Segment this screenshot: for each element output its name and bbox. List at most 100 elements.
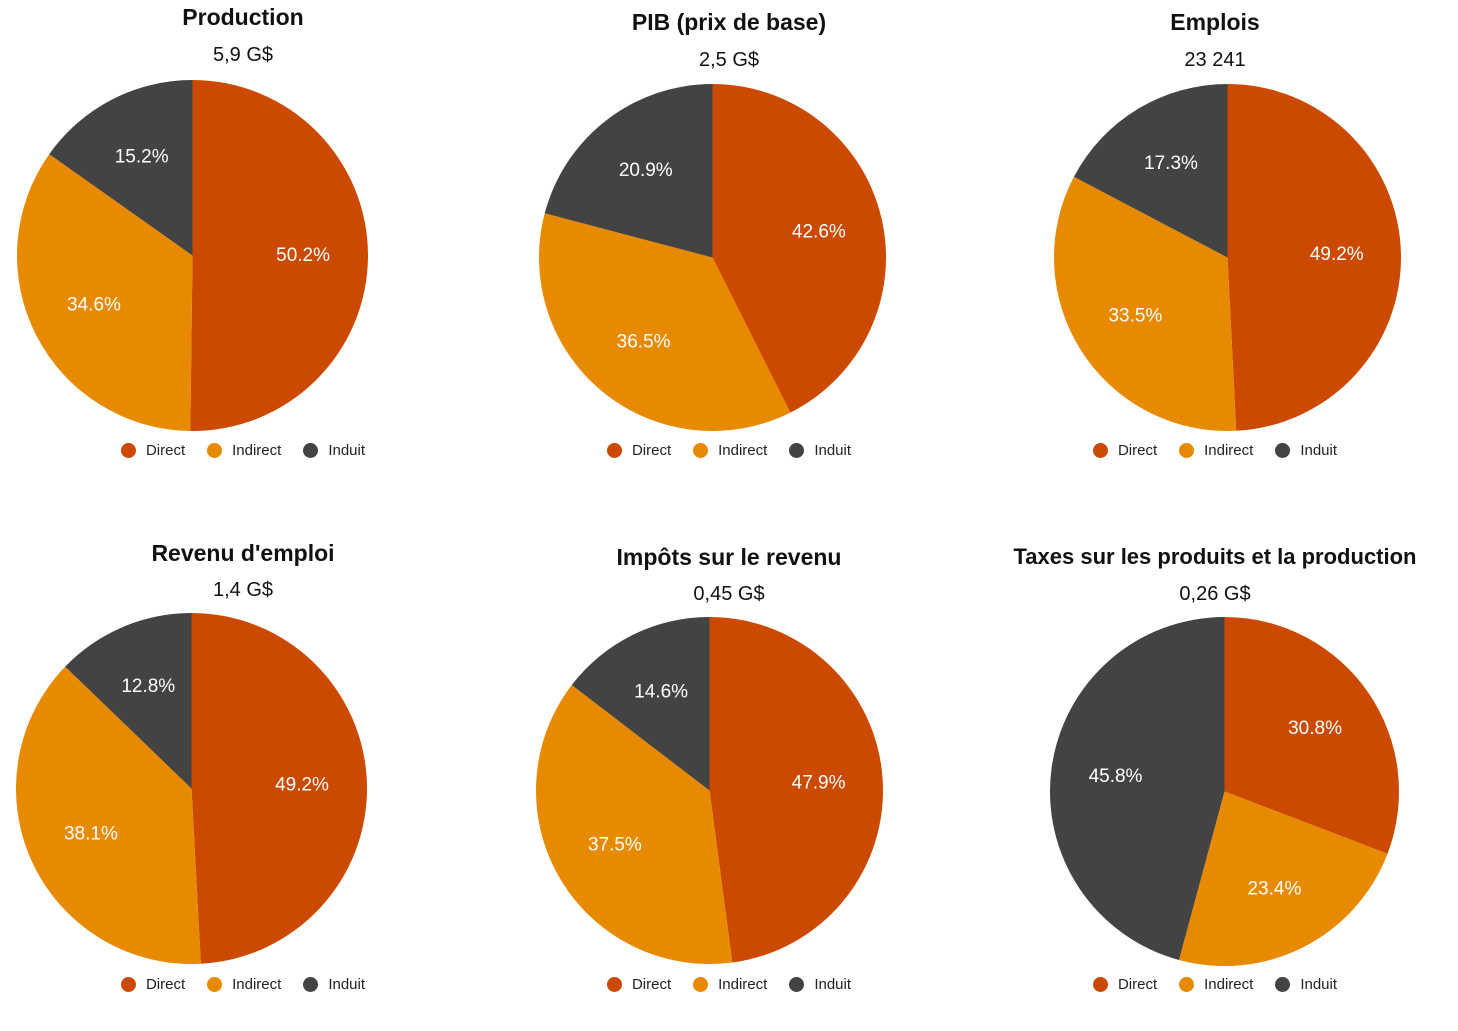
- pie-chart: 30.8% 23.4% 45.8%: [1050, 617, 1399, 966]
- legend-label: Indirect: [718, 976, 768, 993]
- legend-item-indirect: Indirect: [207, 442, 281, 459]
- chart-legend: Direct Indirect Induit: [0, 442, 486, 459]
- slice-label: 23.4%: [1247, 878, 1301, 899]
- pie-chart: 49.2% 33.5% 17.3%: [1054, 84, 1401, 431]
- legend-item-indirect: Indirect: [1179, 442, 1253, 459]
- legend-label: Indirect: [1204, 976, 1254, 993]
- chart-title: Impôts sur le revenu: [616, 544, 842, 570]
- legend-item-direct: Direct: [1092, 442, 1158, 459]
- chart-subtitle: 1,4 G$: [212, 579, 274, 601]
- slice-label: 34.6%: [67, 295, 121, 316]
- pie-chart: 42.6% 36.5% 20.9%: [539, 84, 886, 431]
- legend-swatch: [606, 977, 622, 992]
- chart-panel-revenu-emploi: Revenu d'emploi 1,4 G$ 49.2% 38.1% 12.8% D…: [0, 534, 486, 1031]
- legend-swatch: [207, 443, 223, 458]
- slice-label: 15.2%: [115, 146, 169, 167]
- legend-label: Direct: [631, 442, 672, 459]
- pie-slice-induit: [1050, 617, 1225, 960]
- legend-swatch: [207, 977, 223, 992]
- slice-label: 20.9%: [619, 160, 673, 181]
- pie-slice-direct: [191, 613, 367, 964]
- legend-item-indirect: Indirect: [207, 976, 281, 993]
- chart-subtitle: 5,9 G$: [212, 44, 274, 66]
- legend-item-induit: Induit: [303, 442, 365, 459]
- slice-label: 49.2%: [1310, 244, 1364, 265]
- slice-label: 42.6%: [792, 221, 846, 242]
- pie-slice-induit: [65, 613, 192, 789]
- legend-item-indirect: Indirect: [693, 442, 767, 459]
- chart-legend: Direct Indirect Induit: [486, 976, 972, 993]
- legend-label: Induit: [328, 976, 366, 993]
- slice-label: 17.3%: [1144, 153, 1198, 174]
- legend-swatch: [789, 977, 805, 992]
- chart-title: Revenu d'emploi: [151, 540, 335, 566]
- slice-label: 49.2%: [275, 775, 329, 796]
- slice-label: 38.1%: [64, 823, 118, 844]
- legend-item-induit: Induit: [303, 976, 365, 993]
- chart-legend: Direct Indirect Induit: [972, 976, 1458, 993]
- chart-panel-emplois: Emplois 23 241 49.2% 33.5% 17.3% Direct Ind…: [972, 0, 1458, 497]
- legend-swatch: [1275, 443, 1291, 458]
- legend-label: Direct: [1117, 442, 1158, 459]
- chart-subtitle: 0,45 G$: [693, 583, 765, 605]
- pie-slice-indirect: [536, 685, 733, 964]
- slice-label: 47.9%: [792, 772, 846, 793]
- legend-item-induit: Induit: [1275, 976, 1337, 993]
- chart-legend: Direct Indirect Induit: [972, 442, 1458, 459]
- legend-swatch: [303, 443, 319, 458]
- pie-slice-direct: [709, 617, 883, 963]
- legend-label: Direct: [145, 442, 186, 459]
- legend-item-direct: Direct: [1092, 976, 1158, 993]
- pie-slice-induit: [49, 80, 193, 256]
- chart-title: Taxes sur les produits et la production: [1013, 544, 1417, 569]
- slice-label: 45.8%: [1089, 766, 1143, 787]
- legend-swatch: [120, 977, 136, 992]
- legend-label: Direct: [145, 976, 186, 993]
- legend-swatch: [1275, 977, 1291, 992]
- pie-slice-direct: [1227, 84, 1401, 431]
- legend-label: Induit: [814, 442, 852, 459]
- chart-subtitle: 2,5 G$: [698, 49, 760, 71]
- legend-item-direct: Direct: [606, 976, 671, 993]
- legend-swatch: [1179, 443, 1195, 458]
- legend-label: Induit: [1300, 442, 1338, 459]
- legend-swatch: [303, 977, 319, 992]
- chart-panel-pib: PIB (prix de base) 2,5 G$ 42.6% 36.5% 20.9…: [486, 0, 972, 497]
- pie-chart: 49.2% 38.1% 12.8%: [15, 613, 367, 964]
- legend-label: Induit: [328, 442, 366, 459]
- chart-subtitle: 23 241: [1184, 49, 1246, 71]
- legend-item-direct: Direct: [120, 976, 186, 993]
- legend-swatch: [120, 443, 136, 458]
- pie-chart: 47.9% 37.5% 14.6%: [536, 617, 883, 964]
- slice-label: 37.5%: [588, 834, 642, 855]
- slice-label: 36.5%: [617, 331, 671, 352]
- legend-item-induit: Induit: [1275, 442, 1337, 459]
- chart-title: Emplois: [1170, 9, 1260, 35]
- chart-subtitle: 0,26 G$: [1179, 583, 1251, 605]
- legend-label: Induit: [1300, 976, 1338, 993]
- legend-swatch: [789, 443, 805, 458]
- legend-swatch: [693, 443, 709, 458]
- pie-slice-induit: [1073, 84, 1228, 258]
- chart-panel-impots: Impôts sur le revenu 0,45 G$ 47.9% 37.5% 1…: [486, 534, 972, 1031]
- slice-label: 50.2%: [276, 245, 330, 266]
- legend-item-indirect: Indirect: [1179, 976, 1253, 993]
- legend-label: Indirect: [232, 442, 282, 459]
- pie-slice-induit: [571, 617, 710, 791]
- legend-label: Indirect: [718, 442, 768, 459]
- slice-label: 12.8%: [121, 676, 175, 697]
- pie-slice-induit: [544, 84, 713, 258]
- legend-swatch: [606, 443, 622, 458]
- legend-item-direct: Direct: [606, 442, 672, 459]
- legend-item-induit: Induit: [789, 442, 851, 459]
- chart-panel-production: Production 5,9 G$ 50.2% 34.6% 15.2% Direct…: [0, 0, 486, 497]
- chart-title: PIB (prix de base): [631, 9, 827, 35]
- pie-slice-indirect: [1178, 791, 1388, 966]
- pie-slice-direct: [190, 80, 368, 431]
- pie-slice-indirect: [1054, 176, 1237, 431]
- legend-item-indirect: Indirect: [693, 976, 767, 993]
- legend-label: Indirect: [232, 976, 282, 993]
- legend-label: Direct: [1117, 976, 1158, 993]
- slice-label: 30.8%: [1288, 718, 1342, 739]
- legend-swatch: [1092, 977, 1108, 992]
